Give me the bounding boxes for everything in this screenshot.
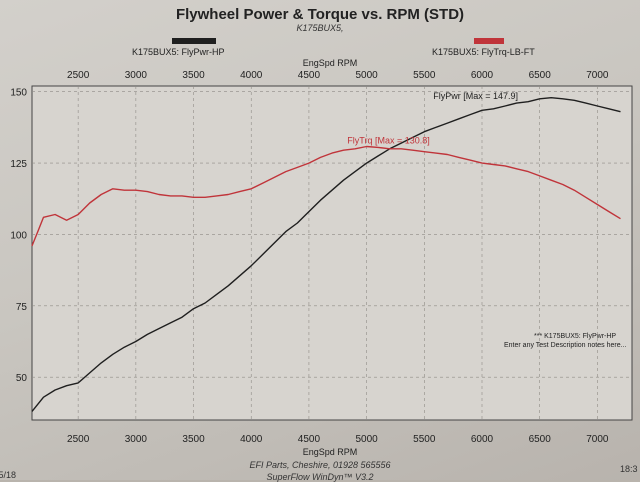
top-x-tick-label-4: 4500 — [298, 70, 321, 81]
bottom-x-tick-label-4: 4500 — [298, 434, 321, 445]
series-line-flypwr-hp — [31, 96, 621, 412]
chart-subtitle: K175BUX5, — [296, 23, 344, 33]
legend-swatch-power — [172, 38, 216, 44]
top-x-tick-label-0: 2500 — [67, 70, 90, 81]
footer-date: 8/15/18 — [0, 470, 17, 480]
legend-label-power: K175BUX5: FlyPwr-HP — [132, 47, 225, 57]
bottom-x-tick-label-3: 4000 — [240, 434, 263, 445]
y-tick-label-4: 150 — [10, 88, 27, 99]
bottom-x-tick-label-6: 5500 — [413, 434, 436, 445]
top-x-tick-label-3: 4000 — [240, 70, 263, 81]
bottom-x-tick-label-5: 5000 — [355, 434, 378, 445]
top-x-tick-label-6: 5500 — [413, 70, 436, 81]
footer-software-line: SuperFlow WinDyn™ V3.2 — [266, 472, 374, 482]
legend-label-torque: K175BUX5: FlyTrq-LB-FT — [432, 47, 535, 57]
series-line-flytrq-lb-ft — [31, 145, 621, 247]
bottom-x-tick-label-2: 3500 — [182, 434, 205, 445]
bottom-x-tick-label-8: 6500 — [529, 434, 552, 445]
y-tick-label-0: 50 — [16, 373, 28, 384]
y-tick-label-1: 75 — [16, 302, 28, 313]
y-tick-label-2: 100 — [10, 230, 27, 241]
y-tick-label-3: 125 — [10, 159, 27, 170]
top-x-axis-title: EngSpd RPM — [302, 58, 358, 68]
top-x-tick-label-8: 6500 — [529, 70, 552, 81]
footer-shop-line: EFI Parts, Cheshire, 01928 565556 — [249, 460, 391, 470]
bottom-x-tick-label-0: 2500 — [67, 434, 90, 445]
top-x-tick-label-9: 7000 — [586, 70, 609, 81]
chart-note-2: Enter any Test Description notes here... — [504, 342, 627, 349]
bottom-x-tick-label-1: 3000 — [125, 434, 148, 445]
chart-title: Flywheel Power & Torque vs. RPM (STD) — [175, 6, 465, 23]
bottom-x-axis-title: EngSpd RPM — [302, 447, 358, 457]
bottom-x-tick-label-7: 6000 — [471, 434, 494, 445]
top-x-tick-label-2: 3500 — [182, 70, 205, 81]
power-max-annotation: FlyPwr [Max = 147.9] — [433, 91, 518, 101]
top-x-tick-label-7: 6000 — [471, 70, 494, 81]
bottom-x-tick-label-9: 7000 — [586, 434, 609, 445]
chart-note-1: *** K175BUX5: FlyPwr-HP — [534, 333, 617, 340]
top-x-tick-label-5: 5000 — [355, 70, 378, 81]
torque-max-annotation: FlyTrq [Max = 130.8] — [347, 136, 429, 146]
legend-swatch-torque — [474, 38, 504, 44]
plot-area — [31, 85, 633, 421]
footer-time: 18:3 — [620, 464, 638, 474]
top-x-tick-label-1: 3000 — [125, 70, 148, 81]
